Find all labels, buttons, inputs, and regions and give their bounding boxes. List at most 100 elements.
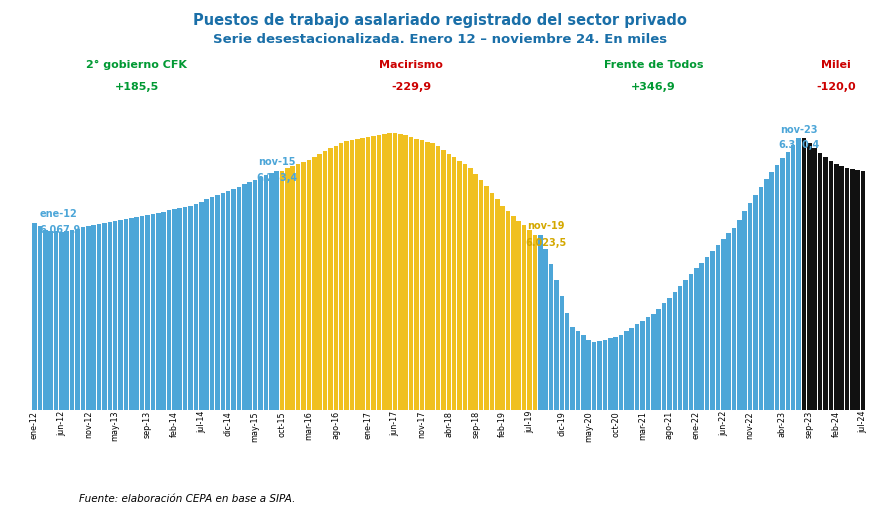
Bar — [38, 226, 42, 512]
Bar — [339, 143, 343, 512]
Bar — [748, 203, 752, 512]
Bar — [264, 175, 268, 512]
Text: -229,9: -229,9 — [391, 82, 431, 92]
Bar — [769, 172, 774, 512]
Text: Puestos de trabajo asalariado registrado del sector privado: Puestos de trabajo asalariado registrado… — [193, 13, 687, 28]
Bar — [662, 304, 666, 512]
Bar — [377, 135, 381, 512]
Bar — [554, 280, 559, 512]
Bar — [129, 218, 134, 512]
Bar — [646, 317, 650, 512]
Bar — [398, 134, 403, 512]
Bar — [527, 230, 532, 512]
Bar — [124, 219, 128, 512]
Bar — [517, 221, 521, 512]
Bar — [237, 187, 241, 512]
Text: Serie desestacionalizada. Enero 12 – noviembre 24. En miles: Serie desestacionalizada. Enero 12 – nov… — [213, 33, 667, 46]
Bar — [242, 184, 246, 512]
Bar — [823, 158, 828, 512]
Bar — [683, 280, 688, 512]
Bar — [538, 235, 543, 512]
Bar — [54, 231, 58, 512]
Bar — [522, 225, 526, 512]
Text: Milei: Milei — [821, 59, 851, 70]
Bar — [651, 314, 656, 512]
Bar — [689, 274, 693, 512]
Bar — [737, 220, 742, 512]
Text: 2° gobierno CFK: 2° gobierno CFK — [86, 59, 187, 70]
Bar — [634, 324, 640, 512]
Bar — [549, 264, 554, 512]
Bar — [656, 309, 661, 512]
Bar — [48, 231, 53, 512]
Bar — [355, 139, 360, 512]
Bar — [334, 146, 338, 512]
Bar — [194, 204, 198, 512]
Bar — [458, 161, 462, 512]
Bar — [387, 134, 392, 512]
Bar — [731, 228, 737, 512]
Bar — [619, 335, 623, 512]
Bar — [392, 133, 397, 512]
Text: 6.370,4: 6.370,4 — [778, 140, 819, 151]
Bar — [323, 151, 327, 512]
Bar — [178, 208, 182, 512]
Bar — [86, 226, 91, 512]
Bar — [446, 154, 451, 512]
Bar — [581, 335, 585, 512]
Bar — [226, 191, 231, 512]
Text: 6.067,9: 6.067,9 — [40, 225, 81, 235]
Text: 6.023,5: 6.023,5 — [525, 238, 567, 248]
Bar — [501, 206, 505, 512]
Bar — [570, 327, 575, 512]
Bar — [296, 164, 300, 512]
Text: +185,5: +185,5 — [114, 82, 158, 92]
Bar — [840, 166, 844, 512]
Text: nov-15: nov-15 — [258, 157, 296, 167]
Bar — [678, 286, 683, 512]
Bar — [511, 216, 516, 512]
Bar — [118, 220, 123, 512]
Bar — [306, 160, 312, 512]
Bar — [430, 143, 435, 512]
Bar — [506, 211, 510, 512]
Bar — [845, 168, 849, 512]
Text: Fuente: elaboración CEPA en base a SIPA.: Fuente: elaboración CEPA en base a SIPA. — [79, 494, 296, 504]
Bar — [829, 161, 833, 512]
Bar — [441, 150, 445, 512]
Bar — [145, 215, 150, 512]
Text: nov-23: nov-23 — [780, 124, 818, 135]
Bar — [721, 239, 725, 512]
Text: Frente de Todos: Frente de Todos — [604, 59, 703, 70]
Bar — [97, 224, 101, 512]
Bar — [812, 148, 817, 512]
Bar — [221, 193, 225, 512]
Bar — [850, 169, 854, 512]
Bar — [253, 180, 257, 512]
Bar — [463, 164, 467, 512]
Text: -120,0: -120,0 — [817, 82, 856, 92]
Bar — [694, 268, 699, 512]
Text: ene-12: ene-12 — [40, 209, 77, 219]
Bar — [624, 331, 628, 512]
Bar — [452, 157, 457, 512]
Bar — [161, 212, 166, 512]
Bar — [759, 187, 763, 512]
Bar — [199, 202, 203, 512]
Bar — [301, 162, 306, 512]
Bar — [361, 138, 365, 512]
Bar — [344, 141, 348, 512]
Bar — [532, 235, 537, 512]
Bar — [700, 263, 704, 512]
Bar — [672, 292, 677, 512]
Bar — [705, 257, 709, 512]
Bar — [479, 180, 483, 512]
Bar — [613, 337, 618, 512]
Bar — [726, 233, 731, 512]
Bar — [710, 251, 715, 512]
Bar — [113, 221, 117, 512]
Bar — [382, 134, 386, 512]
Bar — [629, 328, 634, 512]
Bar — [312, 157, 317, 512]
Bar — [802, 138, 806, 512]
